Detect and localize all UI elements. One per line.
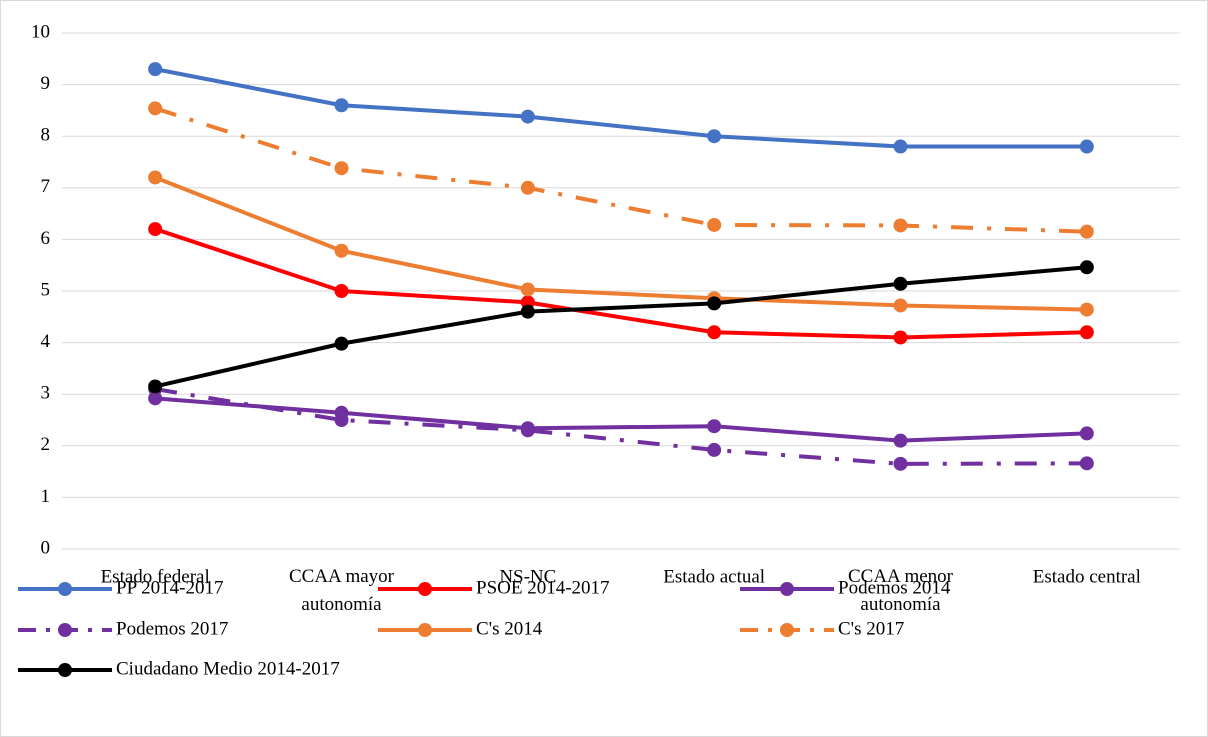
data-point	[334, 284, 349, 298]
y-tick-label: 0	[41, 537, 51, 558]
data-point	[1079, 426, 1094, 441]
data-point	[1079, 224, 1094, 239]
x-tick-label: Estado actual	[663, 566, 765, 587]
x-tick-label: Estado federal	[101, 566, 210, 587]
x-tick-label: CCAA mayor autonomía	[289, 566, 395, 615]
data-point	[707, 325, 722, 340]
series-line	[154, 106, 1087, 234]
series-line	[154, 67, 1087, 149]
legend-label: Ciudadano Medio 2014-2017	[116, 658, 340, 679]
data-point	[334, 98, 349, 113]
legend-marker	[780, 582, 794, 596]
data-point	[1079, 260, 1094, 275]
x-tick-label: CCAA menor autonomía	[848, 566, 954, 615]
data-point	[893, 433, 908, 448]
data-point	[334, 243, 349, 258]
data-point	[707, 296, 722, 311]
y-tick-label: 6	[41, 228, 51, 249]
y-tick-label: 8	[41, 125, 51, 146]
data-point	[893, 218, 908, 233]
data-point	[520, 282, 535, 297]
legend-marker	[58, 623, 72, 637]
legend-label: PSOE 2014-2017	[476, 577, 610, 598]
y-tick-label: 2	[41, 434, 51, 455]
series-line	[154, 265, 1088, 389]
data-point	[707, 129, 722, 144]
y-tick-label: 10	[31, 21, 50, 42]
y-tick-label: 7	[41, 176, 51, 197]
x-tick-label: NS-NC	[499, 566, 556, 587]
data-point	[1079, 139, 1094, 154]
legend-label: Podemos 2014	[838, 577, 951, 598]
legend-marker	[58, 663, 72, 677]
y-tick-label: 9	[41, 73, 51, 94]
data-point	[520, 109, 535, 124]
y-tick-label: 1	[41, 486, 51, 507]
data-point	[520, 304, 535, 319]
data-point	[520, 423, 535, 438]
x-tick-label: Estado central	[1033, 566, 1141, 587]
data-point	[1079, 325, 1094, 340]
data-point	[148, 62, 163, 77]
data-point	[148, 379, 163, 394]
data-point	[893, 139, 908, 154]
legend-marker	[58, 582, 72, 596]
y-tick-label: 5	[41, 279, 51, 300]
y-tick-label: 3	[41, 383, 51, 404]
data-point	[148, 101, 163, 116]
legend-label: C's 2017	[838, 618, 904, 639]
data-point	[893, 330, 908, 345]
legend-marker	[418, 623, 432, 637]
data-point	[334, 161, 349, 176]
data-point	[707, 442, 722, 457]
data-point	[707, 217, 722, 232]
data-point	[893, 276, 908, 291]
legend-label: C's 2014	[476, 618, 543, 639]
series-line	[154, 227, 1087, 340]
data-point	[1079, 302, 1094, 317]
data-point	[148, 222, 163, 237]
legend-label: PP 2014-2017	[116, 577, 224, 598]
data-point	[520, 180, 535, 195]
data-point	[1079, 456, 1094, 471]
data-point	[148, 170, 163, 185]
data-point	[334, 413, 349, 427]
legend-marker	[418, 582, 432, 596]
data-point	[893, 456, 908, 471]
data-point	[893, 298, 908, 313]
data-point	[707, 419, 722, 434]
y-tick-label: 4	[41, 331, 51, 352]
series-line	[154, 387, 1087, 466]
legend-label: Podemos 2017	[116, 618, 228, 639]
legend-marker	[780, 623, 794, 637]
series-line	[154, 175, 1087, 312]
data-point	[334, 336, 349, 351]
series-line	[155, 396, 1087, 443]
